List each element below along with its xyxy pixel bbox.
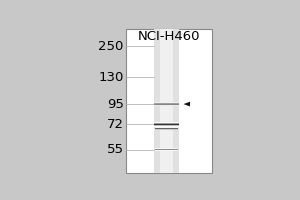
Bar [160,29,173,173]
Bar [126,29,212,173]
Polygon shape [184,102,190,106]
Text: 250: 250 [98,40,124,53]
Text: 130: 130 [98,71,124,84]
Text: 95: 95 [107,98,124,111]
Text: NCI-H460: NCI-H460 [138,30,200,43]
Text: 72: 72 [106,118,124,131]
Bar [154,29,179,173]
Text: 55: 55 [106,143,124,156]
